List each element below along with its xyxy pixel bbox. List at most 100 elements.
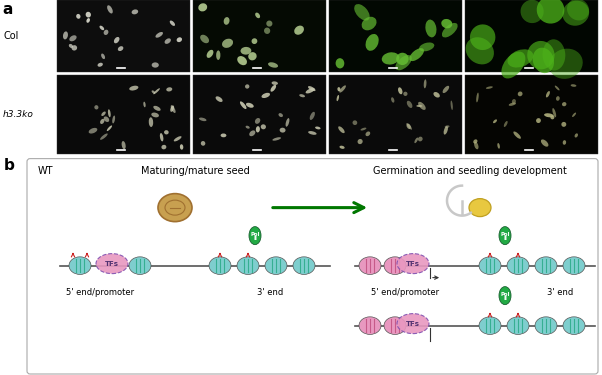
Ellipse shape bbox=[549, 49, 583, 79]
Ellipse shape bbox=[442, 86, 449, 93]
Ellipse shape bbox=[424, 80, 426, 88]
Ellipse shape bbox=[265, 257, 287, 274]
Ellipse shape bbox=[69, 44, 73, 48]
Ellipse shape bbox=[542, 39, 565, 70]
Text: 3' end: 3' end bbox=[547, 288, 573, 297]
Ellipse shape bbox=[240, 101, 246, 109]
Ellipse shape bbox=[255, 13, 260, 18]
Ellipse shape bbox=[88, 128, 98, 134]
Ellipse shape bbox=[365, 34, 379, 51]
Ellipse shape bbox=[174, 136, 182, 141]
Bar bbox=[329, 0, 462, 72]
Ellipse shape bbox=[170, 21, 175, 26]
Ellipse shape bbox=[509, 102, 516, 106]
Ellipse shape bbox=[353, 120, 357, 125]
Text: Pol: Pol bbox=[500, 232, 510, 237]
Ellipse shape bbox=[553, 108, 556, 117]
Ellipse shape bbox=[338, 126, 345, 133]
Ellipse shape bbox=[486, 86, 493, 89]
Ellipse shape bbox=[417, 105, 423, 107]
Text: Pol: Pol bbox=[250, 232, 259, 237]
Ellipse shape bbox=[544, 113, 554, 117]
Text: h3.3ko: h3.3ko bbox=[3, 110, 34, 119]
Ellipse shape bbox=[237, 56, 247, 65]
Ellipse shape bbox=[474, 142, 479, 149]
Ellipse shape bbox=[114, 37, 119, 43]
Ellipse shape bbox=[563, 140, 566, 145]
Ellipse shape bbox=[396, 53, 409, 65]
Ellipse shape bbox=[493, 119, 497, 123]
Ellipse shape bbox=[426, 20, 436, 38]
Ellipse shape bbox=[527, 41, 554, 69]
Ellipse shape bbox=[152, 62, 159, 68]
Ellipse shape bbox=[99, 26, 104, 30]
Ellipse shape bbox=[562, 102, 566, 106]
Ellipse shape bbox=[414, 138, 418, 143]
Ellipse shape bbox=[359, 317, 381, 334]
Ellipse shape bbox=[268, 62, 278, 68]
Ellipse shape bbox=[72, 45, 77, 51]
Ellipse shape bbox=[555, 86, 559, 90]
Ellipse shape bbox=[337, 95, 339, 101]
Ellipse shape bbox=[361, 128, 367, 130]
Text: TFs: TFs bbox=[105, 261, 119, 267]
Ellipse shape bbox=[224, 17, 229, 25]
Ellipse shape bbox=[118, 46, 123, 51]
Ellipse shape bbox=[433, 92, 440, 98]
Ellipse shape bbox=[245, 84, 249, 88]
Text: WT: WT bbox=[38, 166, 54, 176]
Ellipse shape bbox=[308, 86, 315, 91]
Ellipse shape bbox=[572, 112, 576, 117]
Ellipse shape bbox=[391, 97, 394, 103]
Ellipse shape bbox=[521, 0, 544, 23]
Ellipse shape bbox=[384, 257, 406, 274]
Ellipse shape bbox=[533, 48, 554, 73]
Ellipse shape bbox=[441, 19, 452, 28]
Ellipse shape bbox=[335, 58, 344, 68]
Ellipse shape bbox=[546, 91, 550, 98]
Ellipse shape bbox=[499, 286, 511, 304]
Ellipse shape bbox=[469, 199, 491, 217]
Ellipse shape bbox=[176, 37, 182, 42]
Ellipse shape bbox=[241, 47, 251, 55]
Text: II: II bbox=[503, 296, 507, 301]
Text: Maturing/mature seed: Maturing/mature seed bbox=[141, 166, 249, 176]
Ellipse shape bbox=[154, 106, 161, 111]
Ellipse shape bbox=[476, 93, 479, 102]
Ellipse shape bbox=[501, 52, 526, 78]
Ellipse shape bbox=[403, 92, 408, 96]
Ellipse shape bbox=[216, 96, 223, 102]
Ellipse shape bbox=[261, 124, 266, 129]
Ellipse shape bbox=[248, 52, 256, 60]
Ellipse shape bbox=[164, 38, 171, 44]
Ellipse shape bbox=[562, 1, 589, 26]
Ellipse shape bbox=[63, 32, 68, 39]
Ellipse shape bbox=[384, 317, 406, 334]
Ellipse shape bbox=[76, 14, 81, 19]
Ellipse shape bbox=[541, 140, 548, 147]
Ellipse shape bbox=[112, 116, 115, 123]
Ellipse shape bbox=[270, 85, 276, 92]
Ellipse shape bbox=[152, 90, 155, 94]
Ellipse shape bbox=[222, 39, 233, 48]
Text: TFs: TFs bbox=[406, 261, 420, 267]
Ellipse shape bbox=[504, 121, 507, 127]
Ellipse shape bbox=[220, 134, 226, 137]
Ellipse shape bbox=[155, 32, 163, 38]
Ellipse shape bbox=[171, 105, 176, 113]
Ellipse shape bbox=[306, 88, 315, 93]
Ellipse shape bbox=[309, 112, 315, 120]
Ellipse shape bbox=[85, 12, 91, 18]
Ellipse shape bbox=[444, 126, 448, 135]
Ellipse shape bbox=[315, 126, 320, 129]
Ellipse shape bbox=[574, 134, 578, 138]
Ellipse shape bbox=[359, 257, 381, 274]
Ellipse shape bbox=[418, 102, 426, 110]
Ellipse shape bbox=[160, 133, 163, 141]
Ellipse shape bbox=[272, 137, 281, 141]
Ellipse shape bbox=[445, 125, 450, 128]
Ellipse shape bbox=[158, 194, 192, 222]
Ellipse shape bbox=[358, 139, 362, 144]
Ellipse shape bbox=[255, 118, 260, 124]
Ellipse shape bbox=[340, 86, 346, 93]
